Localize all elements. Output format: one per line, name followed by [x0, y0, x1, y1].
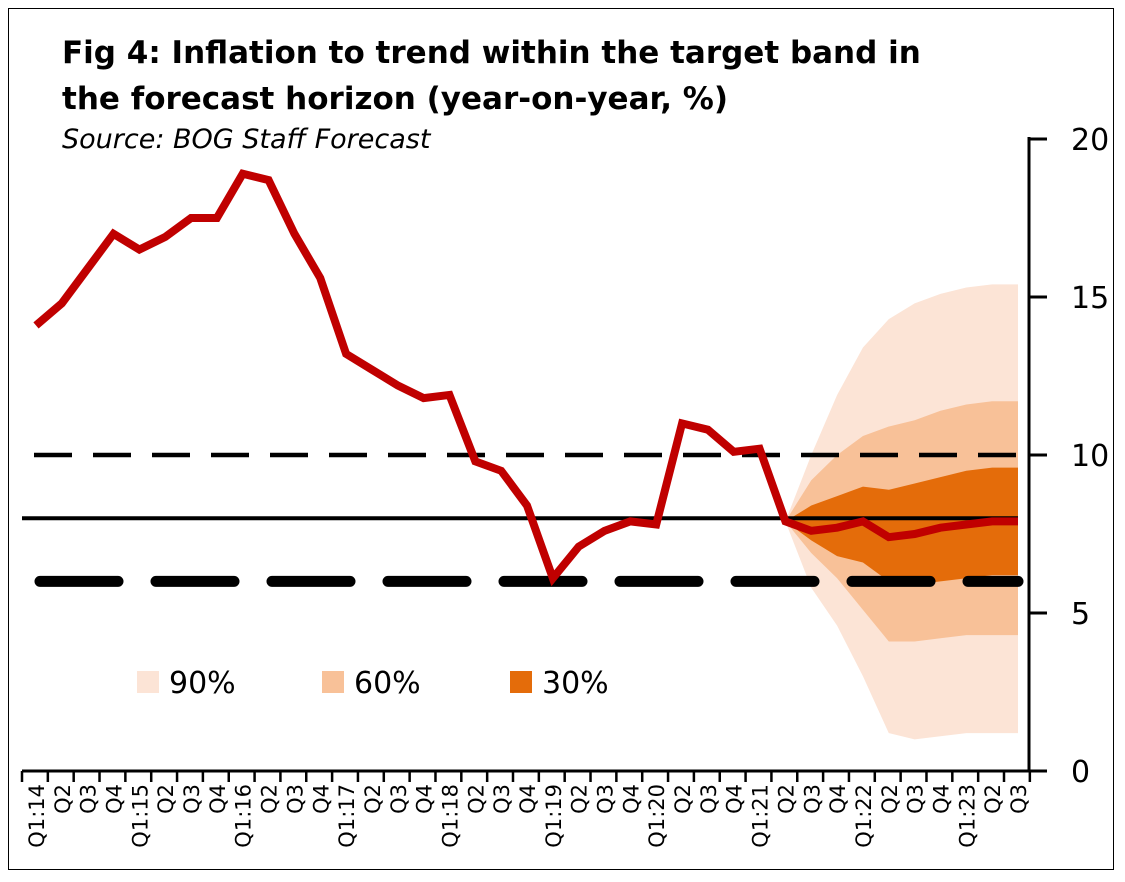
x-tick-label: Q3: [490, 784, 514, 814]
fan-band-30: [785, 467, 1018, 585]
y-tick-label: 15: [1071, 281, 1109, 316]
x-tick-label: Q4: [929, 784, 953, 814]
legend-label: 30%: [542, 666, 609, 701]
x-tick-label: Q2: [361, 784, 385, 814]
x-tick-label: Q1:20: [645, 784, 669, 848]
x-tick-label: Q3: [77, 784, 101, 814]
x-tick-label: Q4: [619, 784, 643, 814]
x-tick-label: Q1:18: [438, 784, 462, 848]
x-tick-label: Q3: [387, 784, 411, 814]
legend-label: 60%: [354, 666, 421, 701]
y-tick-label: 10: [1071, 439, 1109, 474]
x-tick-label: Q1:22: [852, 784, 876, 848]
y-tick-label: 5: [1071, 597, 1090, 632]
x-tick-label: Q3: [180, 784, 204, 814]
x-tick-label: Q2: [568, 784, 592, 814]
x-tick-label: Q2: [981, 784, 1005, 814]
x-tick-label: Q4: [309, 784, 333, 814]
x-tick-label: Q3: [697, 784, 721, 814]
legend-swatch-60: [322, 671, 344, 693]
x-tick-label: Q3: [1007, 784, 1031, 814]
y-tick-label: 0: [1071, 755, 1090, 790]
x-tick-label: Q2: [154, 784, 178, 814]
inflation-series: [33, 169, 1018, 587]
x-tick-label: Q4: [103, 784, 127, 814]
reference-lines: [22, 452, 1024, 587]
x-tick-label: Q3: [594, 784, 618, 814]
x-tick-label: Q3: [800, 784, 824, 814]
x-tick-label: Q2: [464, 784, 488, 814]
inflation-line: [33, 169, 1018, 587]
x-tick-label: Q4: [413, 784, 437, 814]
x-tick-label: Q1:14: [25, 784, 49, 848]
x-tick-label: Q1:17: [335, 784, 359, 848]
fan-bands: [785, 284, 1018, 740]
x-tick-label: Q2: [258, 784, 282, 814]
x-tick-label: Q2: [51, 784, 75, 814]
x-tick-label: Q4: [723, 784, 747, 814]
x-tick-label: Q1:16: [232, 784, 256, 848]
x-tick-label: Q1:15: [128, 784, 152, 848]
x-tick-label: Q2: [774, 784, 798, 814]
x-tick-label: Q3: [283, 784, 307, 814]
x-tick-label: Q4: [516, 784, 540, 814]
legend-swatch-30: [510, 671, 532, 693]
x-tick-label: Q2: [671, 784, 695, 814]
x-tick-label: Q4: [206, 784, 230, 814]
legend-label: 90%: [169, 666, 236, 701]
legend-swatch-90: [137, 671, 159, 693]
x-tick-label: Q1:21: [749, 784, 773, 848]
x-tick-label: Q1:23: [955, 784, 979, 848]
x-tick-label: Q1:19: [542, 784, 566, 848]
y-tick-label: 20: [1071, 123, 1109, 158]
x-tick-label: Q3: [904, 784, 928, 814]
x-tick-label: Q2: [878, 784, 902, 814]
chart-title: Fig 4: Inflation to trend within the tar…: [62, 35, 921, 117]
legend: 90% 60% 30%: [137, 666, 609, 701]
chart-subtitle: Source: BOG Staff Forecast: [62, 124, 431, 155]
x-tick-label: Q4: [826, 784, 850, 814]
